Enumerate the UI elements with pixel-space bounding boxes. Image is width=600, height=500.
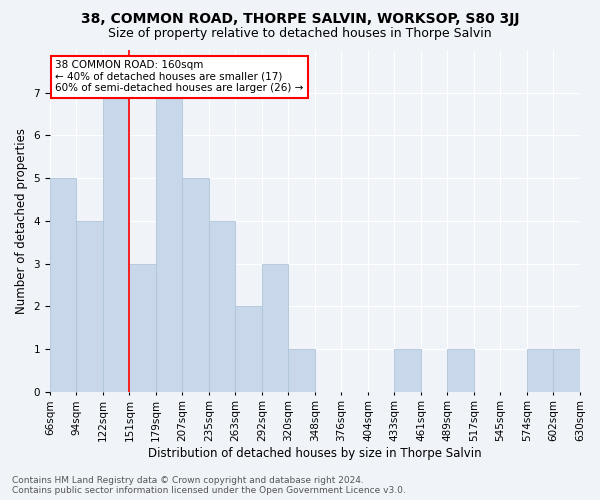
- Bar: [156, 92, 182, 392]
- Bar: [182, 178, 209, 392]
- Bar: [553, 349, 580, 392]
- Bar: [103, 92, 130, 392]
- Bar: [209, 221, 235, 392]
- Bar: [448, 349, 474, 392]
- Bar: [262, 264, 289, 392]
- Text: Contains HM Land Registry data © Crown copyright and database right 2024.
Contai: Contains HM Land Registry data © Crown c…: [12, 476, 406, 495]
- Bar: [527, 349, 553, 392]
- Bar: [394, 349, 421, 392]
- Text: Size of property relative to detached houses in Thorpe Salvin: Size of property relative to detached ho…: [108, 28, 492, 40]
- Text: 38 COMMON ROAD: 160sqm
← 40% of detached houses are smaller (17)
60% of semi-det: 38 COMMON ROAD: 160sqm ← 40% of detached…: [55, 60, 304, 94]
- Bar: [289, 349, 315, 392]
- X-axis label: Distribution of detached houses by size in Thorpe Salvin: Distribution of detached houses by size …: [148, 447, 482, 460]
- Bar: [50, 178, 76, 392]
- Y-axis label: Number of detached properties: Number of detached properties: [15, 128, 28, 314]
- Bar: [235, 306, 262, 392]
- Bar: [76, 221, 103, 392]
- Bar: [130, 264, 156, 392]
- Text: 38, COMMON ROAD, THORPE SALVIN, WORKSOP, S80 3JJ: 38, COMMON ROAD, THORPE SALVIN, WORKSOP,…: [81, 12, 519, 26]
